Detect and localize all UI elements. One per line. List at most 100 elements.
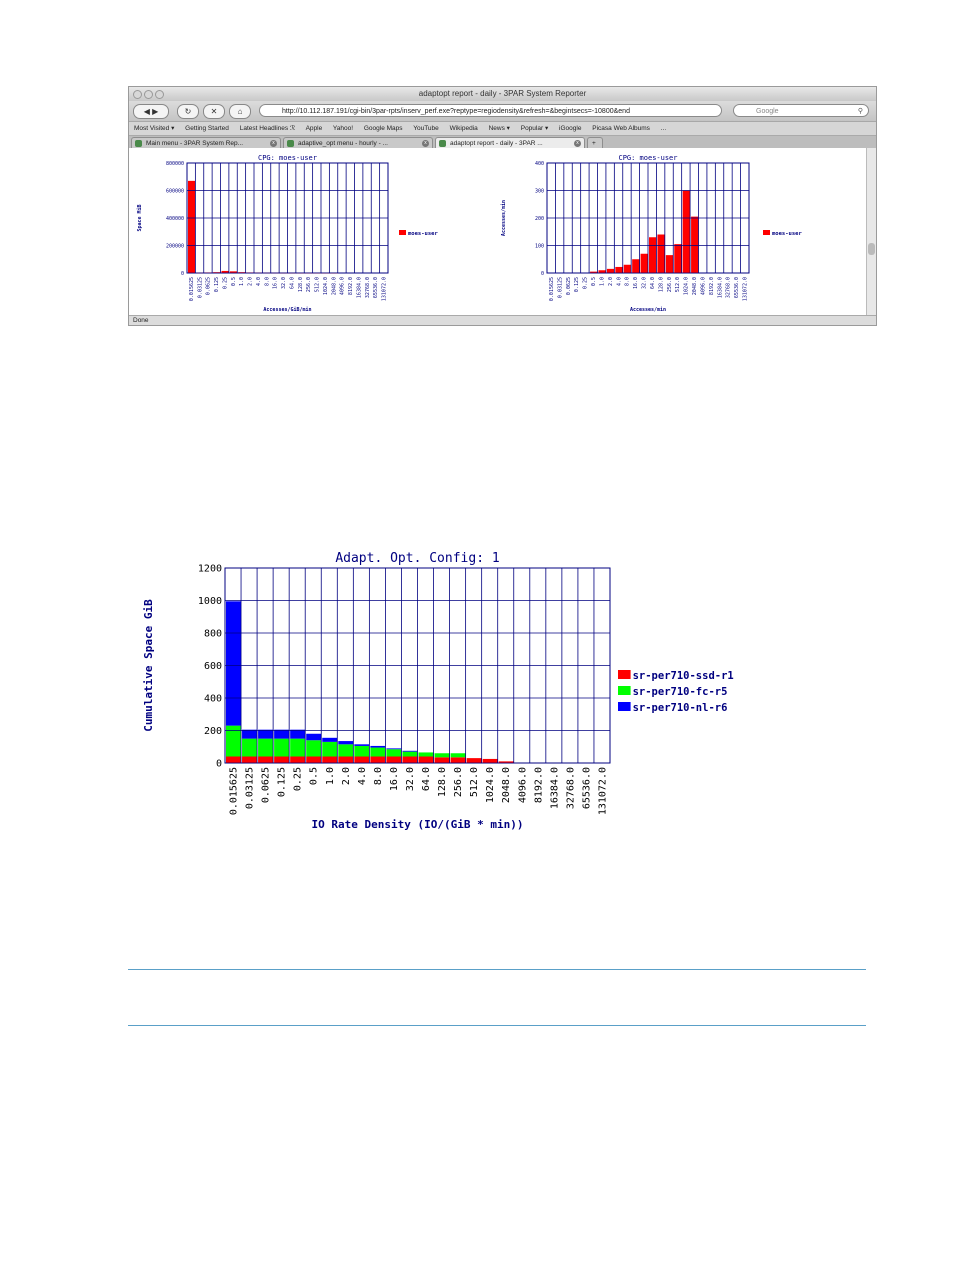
x-tick-label: 131072.0: [597, 767, 608, 815]
stop-button[interactable]: ✕: [203, 104, 225, 119]
bookmark-item[interactable]: Popular ▾: [520, 125, 549, 132]
chart-bar: [258, 729, 274, 739]
close-tab-icon[interactable]: x: [422, 140, 429, 147]
zoom-window-button[interactable]: [155, 90, 164, 99]
chart-bar: [338, 756, 354, 763]
reload-button[interactable]: ↻: [177, 104, 199, 119]
x-tick-label: 65536.0: [734, 277, 740, 298]
scrollbar-thumb[interactable]: [868, 243, 875, 255]
x-tick-label: 0.5: [591, 277, 597, 286]
new-tab-button[interactable]: +: [587, 137, 603, 149]
x-tick-label: 0.0625: [206, 277, 212, 295]
x-tick-label: 32.0: [642, 277, 648, 289]
x-tick-label: 256.0: [306, 277, 312, 292]
url-text: http://10.112.187.191/cgi-bin/3par-rpts/…: [282, 108, 630, 115]
x-tick-label: 512.0: [315, 277, 321, 292]
y-tick-label: 200000: [166, 243, 184, 249]
chart-bar: [386, 748, 402, 750]
tab-adaptive-opt-menu[interactable]: adaptive_opt menu - hourly - ... x: [283, 137, 433, 149]
x-tick-label: 16.0: [273, 277, 279, 289]
x-tick-label: 8192.0: [533, 767, 544, 803]
chart-bar: [258, 738, 274, 757]
chart-bar: [242, 756, 258, 763]
back-forward-button[interactable]: ◀ ▶: [133, 104, 169, 119]
chart-bar: [386, 749, 402, 757]
chart-bar: [682, 190, 691, 273]
x-tick-label: 0.5: [309, 767, 320, 785]
home-button[interactable]: ⌂: [229, 104, 251, 119]
bookmark-item[interactable]: Latest Headlines ℛ: [239, 125, 296, 132]
x-tick-label: 4096.0: [340, 277, 346, 295]
y-tick-label: 800000: [166, 161, 184, 167]
x-tick-label: 65536.0: [581, 767, 592, 809]
x-tick-label: 16384.0: [717, 277, 723, 298]
stop-icon: ✕: [210, 107, 218, 116]
x-tick-label: 0.03125: [245, 767, 256, 809]
bookmark-item[interactable]: Yahoo!: [332, 125, 354, 132]
x-tick-label: 4.0: [357, 767, 368, 785]
x-tick-label: 1.0: [239, 277, 245, 286]
bookmark-item[interactable]: Wikipedia: [449, 125, 478, 132]
bookmarks-bar: Most Visited ▾ Getting Started Latest He…: [129, 122, 876, 136]
chart-bar: [258, 756, 274, 763]
chart-bar: [338, 744, 354, 757]
bookmark-item[interactable]: iGoogle: [559, 125, 582, 132]
x-tick-label: 0.25: [293, 767, 304, 791]
close-tab-icon[interactable]: x: [574, 140, 581, 147]
back-arrow-icon[interactable]: ◀: [143, 107, 150, 116]
bookmark-item[interactable]: YouTube: [413, 125, 439, 132]
magnifier-icon[interactable]: ⚲: [857, 108, 863, 115]
tab-label: adaptopt report - daily - 3PAR ...: [450, 140, 543, 147]
legend-swatch: [618, 686, 631, 695]
chart-bar: [226, 756, 242, 763]
chart-bar: [188, 180, 196, 273]
chart-bar: [370, 747, 386, 757]
note-divider-top: [128, 969, 866, 970]
url-bar[interactable]: http://10.112.187.191/cgi-bin/3par-rpts/…: [259, 104, 722, 117]
chart-title: CPG: moes-user: [258, 154, 317, 162]
search-input[interactable]: Google ⚲: [733, 104, 869, 117]
tab-adaptopt-report[interactable]: adaptopt report - daily - 3PAR ... x: [435, 137, 585, 149]
bookmark-item[interactable]: Picasa Web Albums: [592, 125, 650, 132]
y-tick-label: 0: [216, 759, 222, 770]
x-tick-label: 4096.0: [517, 767, 528, 803]
home-icon: ⌂: [237, 107, 243, 116]
y-tick-label: 0: [541, 271, 544, 277]
close-tab-icon[interactable]: x: [270, 140, 277, 147]
x-tick-label: 0.03125: [557, 277, 563, 298]
legend-label: sr-per710-nl-r6: [633, 702, 728, 714]
chart-bar: [306, 733, 322, 741]
x-tick-label: 8192.0: [709, 277, 715, 295]
vertical-scrollbar[interactable]: [866, 148, 876, 315]
x-tick-label: 0.015625: [549, 277, 555, 301]
chart-bar: [322, 741, 338, 757]
bookmark-item[interactable]: News ▾: [488, 125, 510, 132]
x-tick-label: 256.0: [453, 767, 464, 797]
x-tick-label: 0.125: [277, 767, 288, 797]
chart-bar: [402, 751, 418, 757]
bookmark-item[interactable]: Apple: [305, 125, 323, 132]
page-favicon-icon: [135, 140, 142, 147]
x-tick-label: 0.015625: [229, 767, 240, 815]
x-tick-label: 131072.0: [382, 277, 388, 301]
chart-bar: [450, 753, 466, 758]
chart-bar: [238, 272, 246, 273]
forward-arrow-icon[interactable]: ▶: [152, 107, 159, 116]
bookmark-item[interactable]: Google Maps: [363, 125, 403, 132]
bookmark-item[interactable]: ...: [660, 125, 667, 132]
browser-screenshot: adaptopt report - daily - 3PAR System Re…: [128, 86, 877, 326]
tab-main-menu[interactable]: Main menu - 3PAR System Rep... x: [131, 137, 281, 149]
chart-bar: [615, 266, 623, 273]
bookmark-item[interactable]: Getting Started: [185, 125, 229, 132]
x-tick-label: 8192.0: [348, 277, 354, 295]
legend-label: sr-per710-ssd-r1: [633, 670, 734, 682]
close-window-button[interactable]: [133, 90, 142, 99]
chart-bar: [418, 756, 434, 763]
space-chart: 0 200000 400000 600000 800000 0.015625 0.03125…: [137, 154, 438, 313]
chart-bar: [229, 271, 238, 273]
chart-bar: [242, 729, 258, 739]
x-tick-label: 16.0: [633, 277, 639, 289]
minimize-window-button[interactable]: [144, 90, 153, 99]
bookmark-item[interactable]: Most Visited ▾: [134, 125, 175, 132]
x-tick-label: 0.0625: [261, 767, 272, 803]
